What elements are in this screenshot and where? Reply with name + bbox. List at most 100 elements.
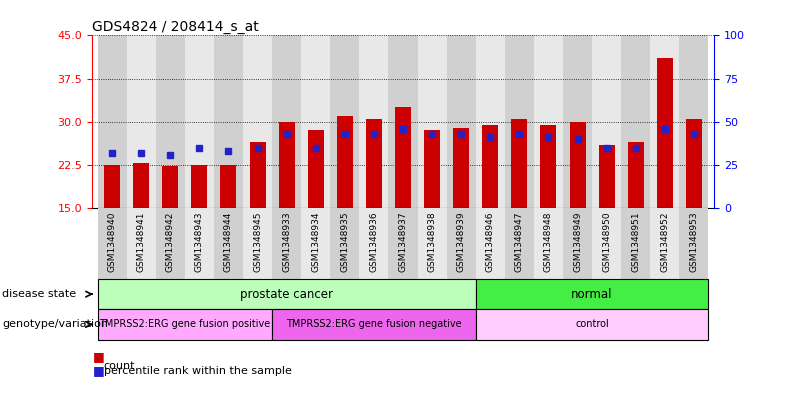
- Bar: [650, 35, 679, 208]
- Bar: [272, 309, 476, 340]
- Bar: [359, 35, 389, 208]
- Bar: [417, 208, 447, 279]
- Bar: [650, 208, 679, 279]
- Text: GSM1348943: GSM1348943: [195, 212, 203, 272]
- Bar: [156, 35, 185, 208]
- Text: control: control: [575, 320, 609, 329]
- Text: TMPRSS2:ERG gene fusion negative: TMPRSS2:ERG gene fusion negative: [286, 320, 462, 329]
- Text: normal: normal: [571, 288, 613, 301]
- Text: GSM1348940: GSM1348940: [108, 212, 117, 272]
- Bar: [389, 208, 417, 279]
- Bar: [330, 35, 359, 208]
- Bar: [185, 35, 214, 208]
- Bar: [133, 163, 149, 208]
- Bar: [185, 208, 214, 279]
- Text: GSM1348938: GSM1348938: [428, 212, 437, 272]
- Bar: [97, 208, 127, 279]
- Bar: [679, 208, 709, 279]
- Bar: [301, 208, 330, 279]
- Bar: [97, 35, 127, 208]
- Bar: [97, 309, 272, 340]
- Bar: [301, 35, 330, 208]
- Text: GSM1348939: GSM1348939: [456, 212, 466, 272]
- Text: GSM1348945: GSM1348945: [253, 212, 262, 272]
- Text: GSM1348934: GSM1348934: [311, 212, 320, 272]
- Bar: [482, 125, 498, 208]
- Bar: [679, 35, 709, 208]
- Bar: [476, 309, 709, 340]
- Text: GSM1348952: GSM1348952: [660, 212, 670, 272]
- Bar: [330, 208, 359, 279]
- Text: GSM1348946: GSM1348946: [486, 212, 495, 272]
- Bar: [447, 208, 476, 279]
- Bar: [272, 35, 301, 208]
- Bar: [534, 35, 563, 208]
- Bar: [127, 35, 156, 208]
- Text: GSM1348949: GSM1348949: [573, 212, 582, 272]
- Text: genotype/variation: genotype/variation: [2, 320, 109, 329]
- Bar: [657, 59, 673, 208]
- Bar: [424, 130, 440, 208]
- Bar: [453, 128, 469, 208]
- Text: prostate cancer: prostate cancer: [240, 288, 333, 301]
- Bar: [279, 122, 294, 208]
- Bar: [570, 122, 586, 208]
- Bar: [337, 116, 353, 208]
- Text: GSM1348947: GSM1348947: [515, 212, 523, 272]
- Text: TMPRSS2:ERG gene fusion positive: TMPRSS2:ERG gene fusion positive: [99, 320, 271, 329]
- Bar: [563, 35, 592, 208]
- Text: ■: ■: [93, 364, 105, 378]
- Bar: [127, 208, 156, 279]
- Bar: [540, 125, 556, 208]
- Bar: [272, 208, 301, 279]
- Bar: [534, 208, 563, 279]
- Bar: [214, 35, 243, 208]
- Bar: [156, 208, 185, 279]
- Text: GSM1348951: GSM1348951: [631, 212, 640, 272]
- Bar: [505, 35, 534, 208]
- Bar: [476, 279, 709, 309]
- Bar: [685, 119, 702, 208]
- Bar: [563, 208, 592, 279]
- Bar: [621, 208, 650, 279]
- Text: GSM1348942: GSM1348942: [166, 212, 175, 272]
- Bar: [359, 208, 389, 279]
- Text: GSM1348933: GSM1348933: [282, 212, 291, 272]
- Bar: [250, 142, 266, 208]
- Bar: [395, 107, 411, 208]
- Text: GSM1348937: GSM1348937: [398, 212, 408, 272]
- Text: GSM1348953: GSM1348953: [689, 212, 698, 272]
- Text: percentile rank within the sample: percentile rank within the sample: [104, 366, 291, 376]
- Bar: [162, 165, 178, 208]
- Text: GSM1348935: GSM1348935: [340, 212, 350, 272]
- Bar: [505, 208, 534, 279]
- Bar: [628, 142, 644, 208]
- Text: ■: ■: [93, 349, 105, 363]
- Text: GDS4824 / 208414_s_at: GDS4824 / 208414_s_at: [92, 20, 259, 34]
- Bar: [512, 119, 527, 208]
- Bar: [389, 35, 417, 208]
- Bar: [243, 208, 272, 279]
- Text: GSM1348936: GSM1348936: [369, 212, 378, 272]
- Bar: [417, 35, 447, 208]
- Bar: [192, 165, 207, 208]
- Bar: [598, 145, 614, 208]
- Bar: [592, 35, 621, 208]
- Text: disease state: disease state: [2, 289, 77, 299]
- Bar: [476, 35, 505, 208]
- Text: count: count: [104, 361, 135, 371]
- Bar: [220, 165, 236, 208]
- Text: GSM1348950: GSM1348950: [602, 212, 611, 272]
- Bar: [97, 279, 476, 309]
- Bar: [243, 35, 272, 208]
- Bar: [214, 208, 243, 279]
- Bar: [308, 130, 324, 208]
- Bar: [104, 165, 120, 208]
- Text: GSM1348944: GSM1348944: [224, 212, 233, 272]
- Bar: [366, 119, 382, 208]
- Text: GSM1348941: GSM1348941: [136, 212, 146, 272]
- Bar: [592, 208, 621, 279]
- Bar: [476, 208, 505, 279]
- Bar: [621, 35, 650, 208]
- Bar: [447, 35, 476, 208]
